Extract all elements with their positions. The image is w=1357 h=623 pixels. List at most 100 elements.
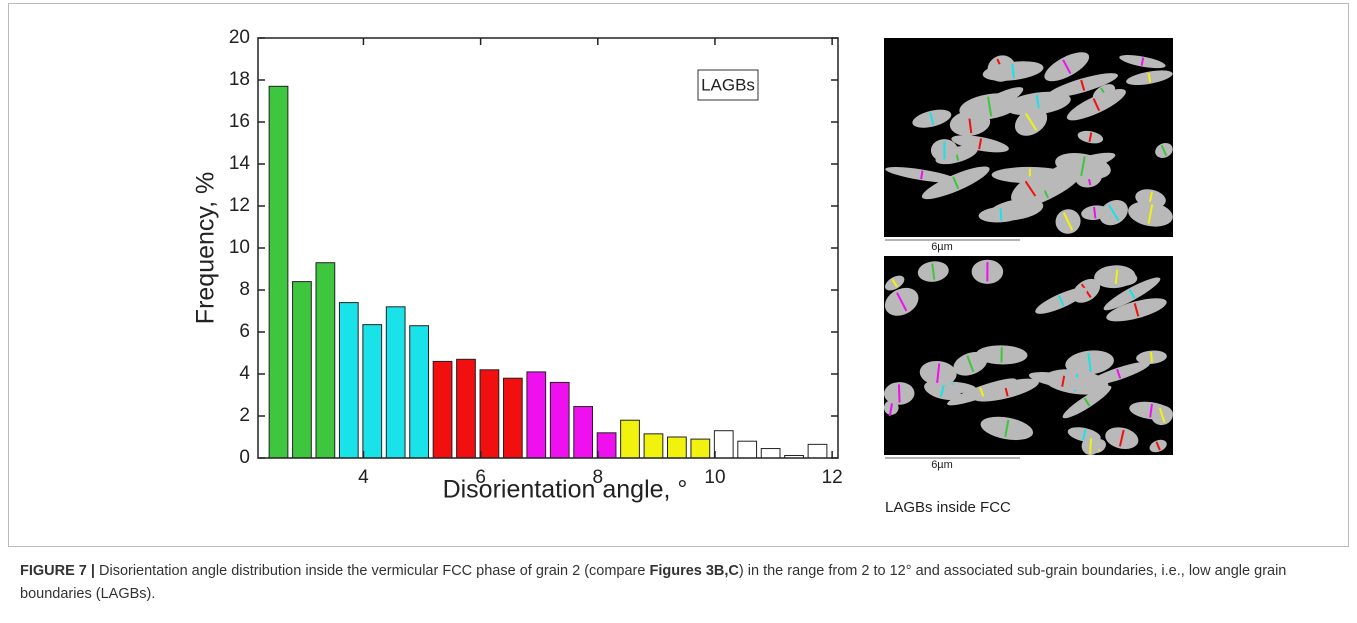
x-tick-label: 4 — [358, 467, 369, 488]
bar — [596, 432, 617, 459]
y-tick-label: 8 — [239, 279, 250, 300]
boundary — [966, 355, 975, 373]
legend-box — [697, 69, 759, 101]
x-tick-label: 6 — [475, 467, 486, 488]
boundary — [1062, 212, 1074, 231]
boundary — [1118, 429, 1125, 447]
boundary — [1011, 63, 1015, 79]
bar — [385, 306, 406, 459]
bar — [667, 436, 687, 459]
bar — [737, 440, 758, 459]
boundary — [1089, 438, 1093, 454]
boundary — [999, 208, 1003, 221]
boundary — [1133, 303, 1140, 317]
y-tick-label: 0 — [239, 447, 250, 468]
bar — [760, 448, 781, 459]
boundary — [978, 138, 983, 150]
caption-text: Disorientation angle distribution inside… — [99, 563, 646, 579]
bar — [479, 369, 500, 459]
boundary — [1004, 419, 1010, 438]
bar — [713, 430, 734, 459]
x-tick-label: 8 — [593, 467, 604, 488]
y-tick-label: 18 — [229, 69, 250, 90]
boundary — [1160, 144, 1168, 157]
y-tick-label: 2 — [239, 405, 250, 426]
bar — [362, 324, 383, 459]
boundary — [1128, 289, 1136, 299]
bar — [502, 377, 523, 459]
bar — [620, 419, 640, 459]
y-tick-label: 16 — [229, 111, 250, 132]
boundary — [1083, 397, 1091, 407]
y-tick-label: 14 — [229, 153, 251, 174]
x-tick-label: 10 — [704, 467, 725, 488]
boundary — [897, 384, 901, 403]
boundary — [1080, 156, 1086, 176]
bar — [292, 281, 312, 459]
boundary — [1116, 368, 1122, 379]
bar — [409, 325, 429, 459]
y-tick-label: 20 — [229, 27, 250, 48]
bar — [526, 371, 547, 459]
y-tick-label: 4 — [239, 363, 250, 384]
x-axis-title: Disorientation angle, ° — [443, 476, 688, 504]
scale-label: 6µm — [931, 459, 953, 471]
y-tick-label: 12 — [229, 195, 250, 216]
x-tick-label: 12 — [822, 467, 843, 488]
boundary — [939, 383, 946, 398]
bar — [268, 85, 289, 459]
boundary — [1150, 351, 1153, 363]
bar — [807, 443, 828, 459]
image-label: LAGBs inside FCC — [885, 499, 1011, 516]
scale-label: 6µm — [931, 241, 953, 253]
caption-text: ) in the range from 2 to 12° and associa… — [20, 563, 1287, 602]
boundary — [936, 363, 941, 384]
boundary — [952, 176, 960, 190]
boundary — [1147, 72, 1152, 83]
boundary — [1147, 204, 1154, 224]
grains — [884, 52, 1173, 455]
boundary — [896, 292, 908, 312]
bar — [549, 381, 570, 459]
boundary — [979, 387, 985, 397]
figure: Disorientation angle, ° Frequency, % LAG… — [192, 27, 1173, 516]
boundary — [1092, 98, 1101, 112]
caption: FIGURE 7 | Disorientation angle distribu… — [20, 560, 1320, 606]
figure-frame — [8, 3, 1349, 547]
y-tick-label: 10 — [229, 237, 250, 258]
legend-text: LAGBs — [701, 75, 755, 94]
boundary — [1080, 79, 1086, 91]
caption-ref: Figures 3B,C — [649, 563, 739, 579]
boundary — [1062, 59, 1072, 75]
boundary — [1088, 132, 1093, 142]
boundary — [1158, 407, 1166, 423]
boundary — [891, 278, 898, 288]
boundary — [1114, 269, 1119, 285]
boundary — [1149, 403, 1153, 418]
caption-label: FIGURE 7 | — [20, 563, 95, 579]
bar — [643, 433, 664, 459]
boundary — [987, 96, 993, 117]
boundary — [1061, 375, 1066, 387]
bar — [315, 262, 336, 459]
y-tick-label: 6 — [239, 321, 250, 342]
bar — [573, 406, 594, 459]
boundary — [1087, 353, 1092, 373]
boundary — [1024, 180, 1037, 197]
boundary — [1024, 113, 1038, 131]
boundary — [1155, 441, 1161, 451]
boundary — [931, 263, 936, 280]
bar — [690, 438, 711, 459]
boundary — [1058, 295, 1065, 307]
y-axis-title: Frequency, % — [192, 172, 220, 324]
boundary — [929, 112, 935, 126]
boundary — [1140, 57, 1145, 66]
bar — [456, 358, 476, 459]
bar — [338, 302, 359, 459]
boundary — [1093, 206, 1097, 219]
boundary — [1108, 204, 1120, 222]
bar — [432, 360, 453, 459]
boundary — [920, 170, 924, 180]
boundary — [1082, 429, 1087, 441]
